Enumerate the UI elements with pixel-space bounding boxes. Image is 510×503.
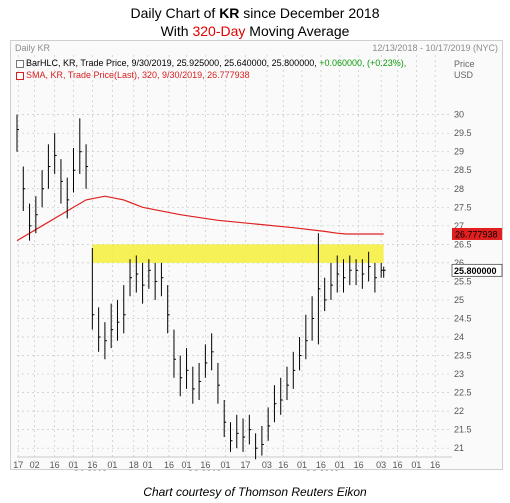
title-ticker: KR: [219, 5, 240, 21]
x-tick-label: 16: [200, 460, 210, 470]
pane-name: Daily KR: [15, 43, 51, 53]
title-prefix: Daily Chart of: [130, 5, 220, 21]
sma-value-label-bg: [452, 227, 502, 240]
y-unit-label: Price: [454, 59, 475, 69]
x-tick-label: 01: [182, 460, 192, 470]
y-tick-label: 29: [454, 147, 464, 157]
subtitle-suffix: Moving Average: [245, 23, 350, 39]
y-tick-label: 25.5: [454, 276, 472, 286]
x-tick-label: 01: [220, 460, 230, 470]
subtitle-highlight: 320-Day: [192, 23, 246, 39]
sma-value-label: 26.777938: [455, 229, 498, 239]
x-tick-label: 02: [30, 460, 40, 470]
quarter-label: Q2 2019: [187, 469, 222, 471]
chart-title-line-2: With 320-Day Moving Average: [0, 22, 510, 40]
y-tick-label: 28: [454, 184, 464, 194]
chart-credit: Chart courtesy of Thomson Reuters Eikon: [143, 485, 367, 499]
x-tick-label: 18: [129, 460, 139, 470]
x-tick-label: 16: [316, 460, 326, 470]
title-suffix: since December 2018: [239, 5, 380, 21]
x-tick-label: 16: [354, 460, 364, 470]
legend-sma-text: SMA, KR, Trade Price(Last), 320, 9/30/20…: [26, 70, 250, 80]
y-tick-label: 23.5: [454, 351, 472, 361]
y-tick-label: 27: [454, 221, 464, 231]
x-tick-label: 01: [143, 460, 153, 470]
x-tick-label: 16: [393, 460, 403, 470]
y-tick-label: 26: [454, 258, 464, 268]
chart-title-line-1: Daily Chart of KR since December 2018: [0, 4, 510, 22]
legend-price: BarHLC, KR, Trade Price, 9/30/2019, 25.9…: [16, 58, 406, 69]
y-tick-label: 26.5: [454, 239, 472, 249]
chart-panel: Daily KR 12/13/2018 - 10/17/2019 (NYC) 2…: [10, 40, 503, 471]
y-tick-label: 24.5: [454, 313, 472, 323]
x-tick-label: 16: [278, 460, 288, 470]
x-tick-label: 01: [297, 460, 307, 470]
sma-line: [16, 195, 384, 242]
y-tick-label: 22.5: [454, 388, 472, 398]
x-tick-label: 16: [87, 460, 97, 470]
price-chart: 21 21.5 22 22.5 23 23.5 24 24.5 25 25.5 26 26.5 27 27…: [13, 55, 503, 471]
legend-price-change: +0.060000, (+0.23%),: [319, 58, 407, 68]
legend-price-text: BarHLC, KR, Trade Price, 9/30/2019, 25.9…: [26, 58, 317, 68]
last-price-label-bg: [451, 263, 503, 277]
y-tick-label: 21: [454, 443, 464, 453]
subtitle-prefix: With: [160, 23, 193, 39]
y-tick-label: 24: [454, 332, 464, 342]
x-tick-label: 01: [335, 460, 345, 470]
x-tick-label: 16: [164, 460, 174, 470]
y-tick-label: 25: [454, 295, 464, 305]
quarter-label: Q1 2019: [73, 469, 108, 471]
legend-line-icon: [16, 71, 24, 80]
panel-header: Daily KR 12/13/2018 - 10/17/2019 (NYC): [11, 41, 502, 55]
resistance-band: [92, 244, 384, 263]
x-tick-label: 17: [13, 460, 23, 470]
x-tick-label: 17: [241, 460, 251, 470]
y-unit-label-2: USD: [454, 70, 474, 80]
quarter-label: Q3 2019: [305, 469, 340, 471]
y-tick-label: 22: [454, 406, 464, 416]
y-tick-label: 30: [454, 110, 464, 120]
legend-bar-icon: [16, 59, 24, 68]
x-tick-label: 03: [376, 460, 386, 470]
y-tick-label: 28.5: [454, 165, 472, 175]
last-price-label: 25.800000: [454, 266, 497, 276]
date-range: 12/13/2018 - 10/17/2019 (NYC): [372, 43, 498, 53]
y-tick-label: 23: [454, 369, 464, 379]
x-tick-label: 03: [262, 460, 272, 470]
y-tick-label: 21.5: [454, 425, 472, 435]
x-tick-label: 01: [411, 460, 421, 470]
legend-sma: SMA, KR, Trade Price(Last), 320, 9/30/20…: [16, 70, 250, 81]
x-tick-label: 16: [50, 460, 60, 470]
x-tick-label: 16: [430, 460, 440, 470]
x-tick-label: 01: [69, 460, 79, 470]
y-tick-label: 29.5: [454, 128, 472, 138]
x-tick-label: 01: [107, 460, 117, 470]
y-tick-label: 27.5: [454, 202, 472, 212]
